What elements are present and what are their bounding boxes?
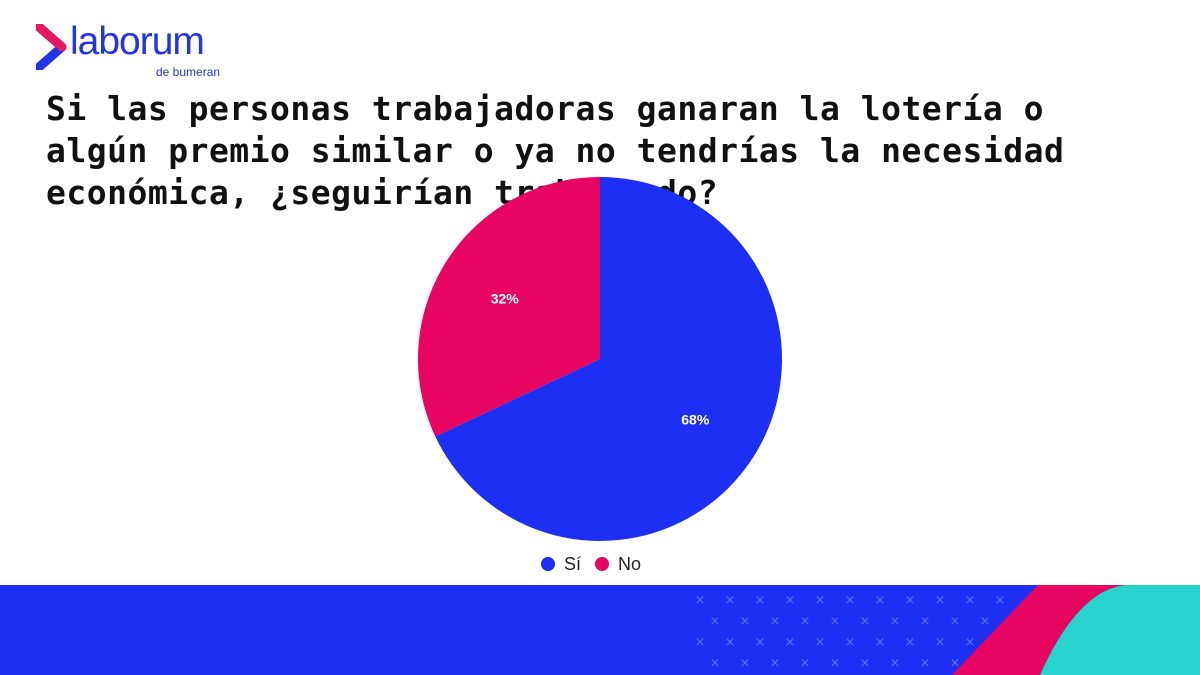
pie-slice-no bbox=[417, 177, 600, 437]
footer-pattern-cross-icon: × bbox=[785, 635, 796, 650]
footer-pattern-cross-icon: × bbox=[710, 656, 721, 671]
laborum-logo: laborum de bumeran bbox=[36, 20, 246, 80]
footer-pattern-cross-icon: × bbox=[800, 656, 811, 671]
footer-pattern-cross-icon: × bbox=[755, 593, 766, 608]
footer-pattern-cross-icon: × bbox=[830, 614, 841, 629]
footer-teal-shape bbox=[1040, 585, 1200, 675]
footer-pattern-cross-icon: × bbox=[770, 656, 781, 671]
logo-mark-icon bbox=[36, 24, 67, 70]
footer-pattern-cross-icon: × bbox=[740, 656, 751, 671]
slice-label-0: 68% bbox=[681, 411, 710, 427]
footer-pattern-cross-icon: × bbox=[695, 635, 706, 650]
footer-pattern-cross-icon: × bbox=[815, 635, 826, 650]
footer-pattern-cross-icon: × bbox=[740, 614, 751, 629]
footer-pattern-cross-icon: × bbox=[950, 614, 961, 629]
chart-legend: Sí No bbox=[541, 553, 655, 575]
chart-title: Si las personas trabajadoras ganaran la … bbox=[46, 89, 1065, 212]
legend-label-si: Sí bbox=[564, 553, 582, 574]
footer-pattern-cross-icon: × bbox=[800, 614, 811, 629]
footer-pattern-cross-icon: × bbox=[980, 614, 991, 629]
footer-pattern-cross-icon: × bbox=[725, 593, 736, 608]
footer-pattern-cross-icon: × bbox=[890, 614, 901, 629]
pie-slice-si bbox=[435, 177, 782, 542]
footer-pattern-cross-icon: × bbox=[935, 635, 946, 650]
footer-pattern-cross-icon: × bbox=[935, 593, 946, 608]
footer-pattern-cross-icon: × bbox=[830, 656, 841, 671]
footer-pattern-cross-icon: × bbox=[920, 656, 931, 671]
slice-label-1: 32% bbox=[491, 291, 520, 307]
footer-pattern-cross-icon: × bbox=[920, 614, 931, 629]
footer-pattern-cross-icon: × bbox=[905, 593, 916, 608]
footer-pattern-cross-icon: × bbox=[860, 614, 871, 629]
footer-pattern-cross-icon: × bbox=[965, 593, 976, 608]
footer-pattern-cross-icon: × bbox=[965, 635, 976, 650]
footer-pattern-cross-icon: × bbox=[755, 635, 766, 650]
footer-pattern-cross-icon: × bbox=[860, 656, 871, 671]
footer-pattern-cross-icon: × bbox=[770, 614, 781, 629]
pie-slices bbox=[417, 177, 782, 542]
footer-pattern: × × × × × × × × × × × × × × × × × × × × × × × × × × × × × × × × × × × × × × × × bbox=[695, 593, 1006, 671]
pie-slice-labels: 68% 32% bbox=[491, 291, 710, 428]
legend-swatch-si bbox=[541, 557, 555, 571]
legend-swatch-no bbox=[595, 557, 610, 571]
footer-pattern-cross-icon: × bbox=[875, 635, 886, 650]
footer-pattern-cross-icon: × bbox=[995, 593, 1006, 608]
footer-pattern-cross-icon: × bbox=[725, 635, 736, 650]
footer-pattern-cross-icon: × bbox=[845, 593, 856, 608]
footer-pattern-cross-icon: × bbox=[785, 593, 796, 608]
footer-pattern-cross-icon: × bbox=[950, 656, 961, 671]
footer-pattern-cross-icon: × bbox=[710, 614, 721, 629]
footer-pattern-cross-icon: × bbox=[905, 635, 916, 650]
logo-wordmark: laborum bbox=[70, 20, 205, 63]
footer-banner: × × × × × × × × × × × × × × × × × × × × × × × × × × × × × × × × × × × × × × × × bbox=[0, 585, 1200, 675]
legend-label-no: No bbox=[618, 553, 642, 574]
footer-pattern-cross-icon: × bbox=[845, 635, 856, 650]
legend-item-si: Sí bbox=[541, 554, 581, 575]
legend-item-no: No bbox=[595, 554, 641, 575]
logo-subtitle: de bumeran bbox=[156, 65, 221, 79]
footer-pattern-cross-icon: × bbox=[875, 593, 886, 608]
footer-pattern-cross-icon: × bbox=[815, 593, 826, 608]
footer-pattern-cross-icon: × bbox=[890, 656, 901, 671]
footer-pattern-cross-icon: × bbox=[695, 593, 706, 608]
